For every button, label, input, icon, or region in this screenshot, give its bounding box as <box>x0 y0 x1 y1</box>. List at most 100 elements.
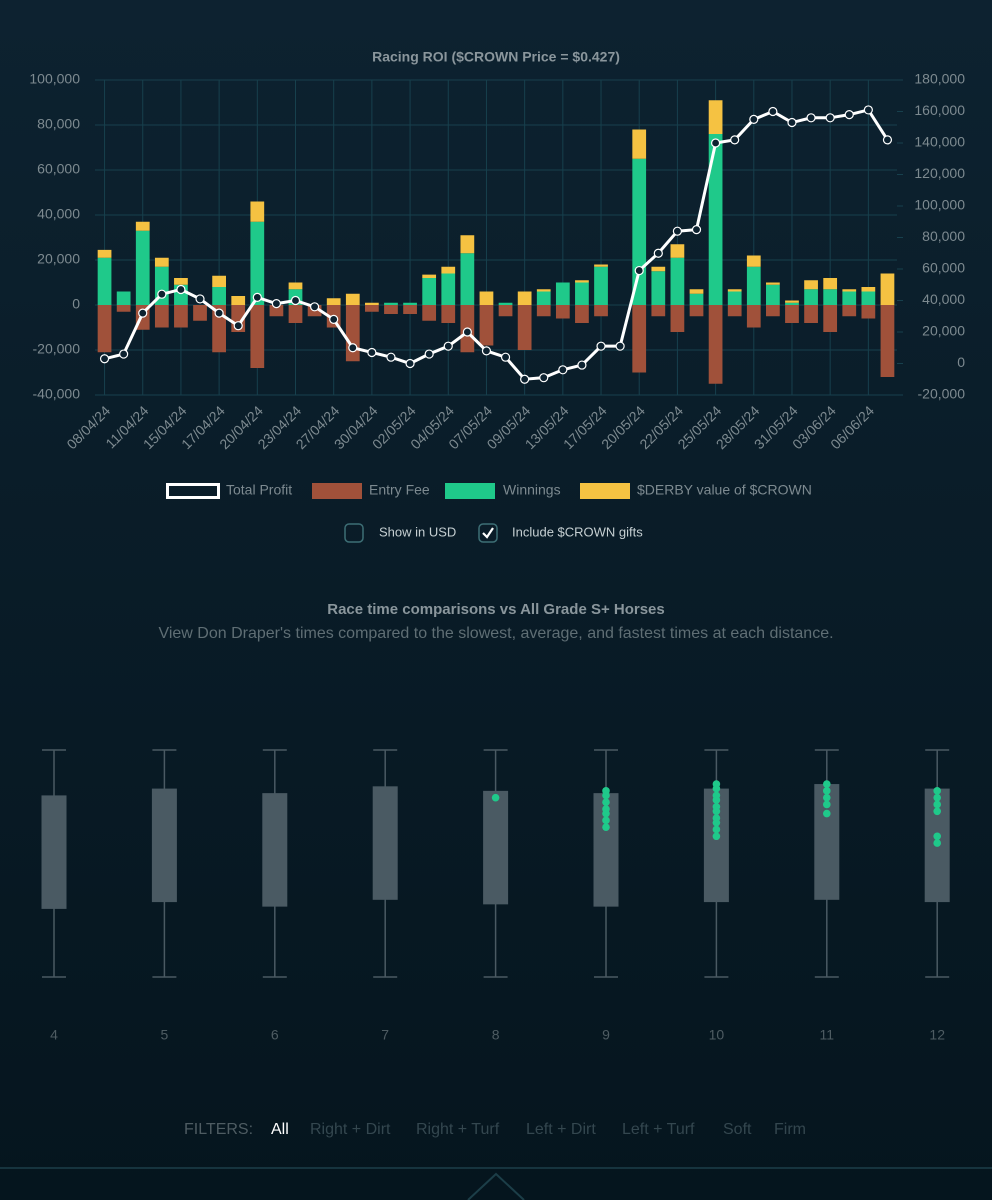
filter-option[interactable]: Soft <box>723 1121 752 1138</box>
line-point <box>386 352 396 362</box>
line-point <box>558 365 568 375</box>
checkbox[interactable] <box>344 523 364 543</box>
bar-segment <box>594 264 608 267</box>
line-point <box>99 354 110 364</box>
y2-tick-label: 140,000 <box>914 134 965 150</box>
bar-segment <box>174 305 188 328</box>
bar-segment <box>766 284 780 305</box>
bar-segment <box>154 257 169 267</box>
line-point <box>424 349 434 359</box>
line-point <box>348 343 358 353</box>
filter-option[interactable]: Left + Dirt <box>526 1121 596 1138</box>
bar-segment <box>555 282 570 305</box>
time-point <box>933 807 941 816</box>
bar-segment <box>651 305 666 317</box>
line-point <box>806 113 816 123</box>
legend-label[interactable]: Winnings <box>503 482 561 498</box>
line-point <box>672 226 683 236</box>
line-point <box>233 321 243 331</box>
bar-segment <box>384 305 398 314</box>
bar-segment <box>746 266 761 305</box>
bar-segment <box>345 305 360 362</box>
bar-segment <box>708 134 723 305</box>
bar-segment <box>365 302 379 305</box>
line-point <box>462 327 472 337</box>
bar-segment <box>536 291 551 305</box>
bar-segment <box>250 305 265 368</box>
bar-segment <box>116 291 131 305</box>
bar-segment <box>766 282 780 285</box>
legend-swatch[interactable] <box>166 483 220 499</box>
bar-segment <box>861 305 876 319</box>
bar-segment <box>575 280 589 283</box>
expand-chevron[interactable] <box>467 1172 525 1200</box>
bar-segment <box>269 305 284 317</box>
bar-segment <box>97 305 112 353</box>
x-tick-label: 4 <box>50 1027 58 1043</box>
line-point <box>367 347 377 358</box>
line-point <box>730 135 740 145</box>
bar-segment <box>632 158 647 305</box>
legend-label[interactable]: $DERBY value of $CROWN <box>637 482 812 498</box>
bar-segment <box>460 235 475 254</box>
time-point <box>823 809 831 818</box>
filter-option[interactable]: Right + Turf <box>416 1121 500 1138</box>
x-tick-label: 11 <box>820 1027 835 1043</box>
y2-tick-label: 100,000 <box>914 197 965 213</box>
line-point <box>195 294 205 304</box>
bar-segment <box>154 305 169 328</box>
checkbox-label[interactable]: Show in USD <box>379 524 456 539</box>
filter-option[interactable]: Left + Turf <box>622 1121 695 1138</box>
y2-tick-label: 60,000 <box>922 260 965 276</box>
legend-swatch[interactable] <box>445 483 495 499</box>
bar-segment <box>842 291 857 305</box>
line-point <box>138 308 148 318</box>
bar-segment <box>403 302 417 305</box>
bar-segment <box>689 293 704 305</box>
line-point <box>768 106 778 117</box>
box <box>41 795 67 909</box>
bar-segment <box>174 278 188 285</box>
time-point <box>933 800 941 809</box>
time-point <box>602 823 610 831</box>
line-point <box>615 341 625 351</box>
legend-swatch[interactable] <box>312 483 362 499</box>
bar-segment <box>135 221 150 231</box>
bar-segment <box>250 201 265 222</box>
time-point <box>823 780 831 788</box>
section-title: Race time comparisons vs All Grade S+ Ho… <box>327 601 665 618</box>
bar-segment <box>326 298 341 305</box>
time-point <box>712 818 721 827</box>
checkbox[interactable] <box>478 523 498 543</box>
legend-label[interactable]: Entry Fee <box>369 482 430 498</box>
bar-segment <box>517 305 532 350</box>
filter-option[interactable]: Right + Dirt <box>310 1121 391 1138</box>
bar-segment <box>288 305 303 323</box>
line-point <box>271 299 282 309</box>
time-point <box>712 807 721 816</box>
bar-segment <box>116 305 131 312</box>
bar-segment <box>823 305 838 332</box>
y-tick-label: 80,000 <box>37 116 80 132</box>
x-tick-label: 9 <box>602 1027 610 1043</box>
checkbox-label[interactable]: Include $CROWN gifts <box>512 524 643 539</box>
bar-segment <box>746 255 761 267</box>
bar-segment <box>250 221 265 305</box>
bar-segment <box>97 249 112 258</box>
bar-segment <box>766 305 780 317</box>
y2-tick-label: 160,000 <box>914 102 965 118</box>
line-point <box>844 110 854 120</box>
time-point <box>712 796 721 804</box>
filter-option[interactable]: Firm <box>774 1121 806 1138</box>
bar-segment <box>345 293 360 305</box>
line-point <box>157 289 167 299</box>
legend-label[interactable]: Total Profit <box>226 482 292 498</box>
time-point <box>602 809 610 818</box>
box <box>262 793 288 907</box>
legend-swatch[interactable] <box>580 483 630 499</box>
x-tick-label: 8 <box>492 1027 500 1043</box>
filter-option[interactable]: All <box>271 1121 289 1138</box>
time-point <box>491 793 500 802</box>
y2-tick-label: 80,000 <box>922 228 965 244</box>
x-tick-label: 10 <box>709 1027 725 1043</box>
